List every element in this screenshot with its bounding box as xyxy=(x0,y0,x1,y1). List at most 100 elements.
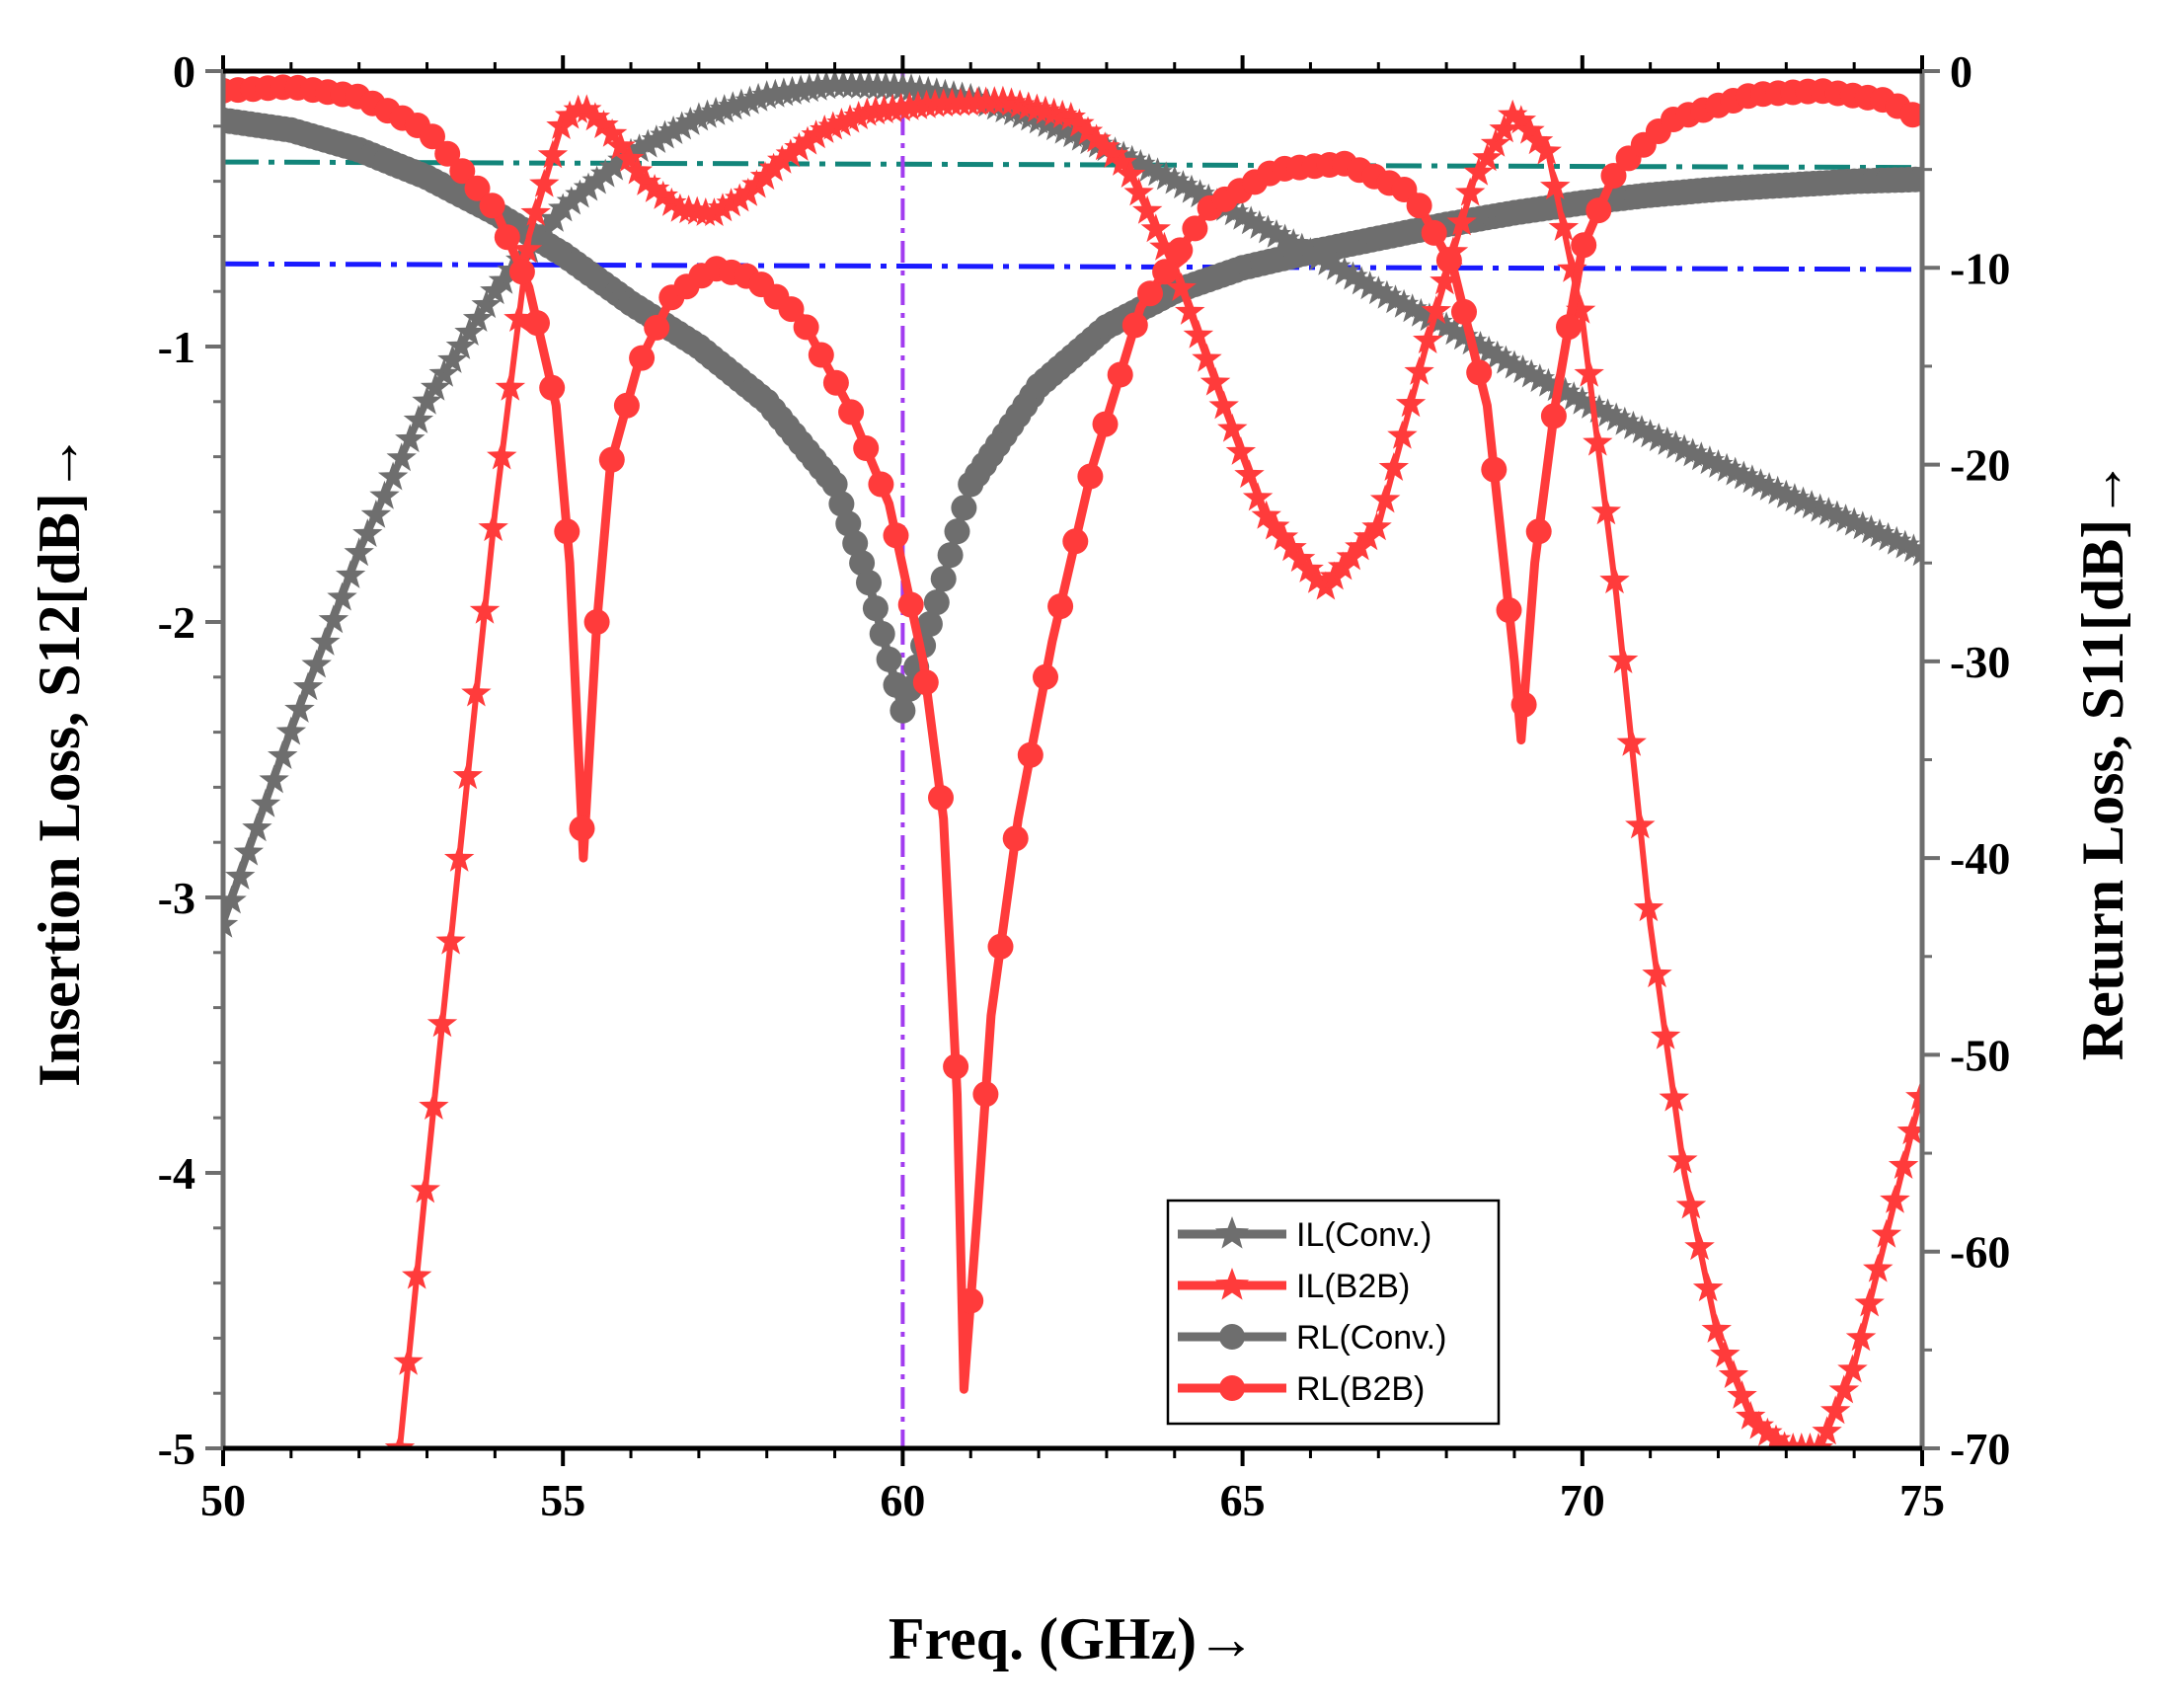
data-point xyxy=(838,399,865,426)
data-point xyxy=(581,165,612,194)
data-point xyxy=(1516,358,1547,388)
data-point xyxy=(709,94,739,122)
data-point xyxy=(1480,127,1511,157)
data-point xyxy=(464,175,491,201)
teal-reference-line xyxy=(223,159,1922,171)
data-point xyxy=(1227,200,1258,230)
data-point xyxy=(742,82,774,112)
legend-item: RL(B2B) xyxy=(1178,1370,1425,1408)
legend-circle-marker xyxy=(1219,1324,1245,1350)
data-point xyxy=(1152,259,1179,285)
data-point xyxy=(1159,165,1190,194)
data-point xyxy=(1423,306,1453,336)
data-point xyxy=(1644,423,1674,452)
data-point xyxy=(1743,1410,1774,1439)
data-point xyxy=(1661,429,1691,459)
data-point xyxy=(1880,1184,1910,1213)
data-point xyxy=(1077,463,1104,490)
data-point xyxy=(1847,510,1878,540)
data-point xyxy=(1166,272,1197,301)
data-point xyxy=(402,1260,432,1289)
x-tick-label: 65 xyxy=(1220,1475,1266,1525)
data-point xyxy=(1896,1116,1922,1145)
data-point xyxy=(944,518,970,545)
data-point xyxy=(733,177,763,206)
data-point xyxy=(1413,325,1443,353)
data-point xyxy=(598,446,625,473)
data-point xyxy=(452,760,483,790)
data-point xyxy=(480,275,510,305)
data-point xyxy=(987,933,1014,960)
data-point xyxy=(1762,475,1793,505)
data-point xyxy=(1380,284,1411,314)
data-point xyxy=(454,317,485,346)
series-line xyxy=(223,82,1922,1394)
data-point xyxy=(1906,537,1922,567)
y-right-tick-label: -20 xyxy=(1950,440,2010,491)
data-point xyxy=(327,582,357,611)
data-point xyxy=(644,314,670,341)
data-point xyxy=(826,108,857,136)
data-point xyxy=(1888,1150,1919,1179)
data-point xyxy=(808,342,834,368)
data-point xyxy=(1659,1082,1689,1112)
data-point xyxy=(1510,691,1537,718)
data-point xyxy=(876,646,902,672)
data-point xyxy=(1736,1400,1766,1430)
data-point xyxy=(1727,1380,1757,1409)
data-point xyxy=(683,102,715,131)
data-point xyxy=(1293,554,1324,582)
legend-item: IL(Conv.) xyxy=(1178,1216,1431,1254)
data-point xyxy=(726,88,757,117)
data-point xyxy=(588,110,619,138)
data-point xyxy=(1909,166,1922,193)
y-left-tick-label: -4 xyxy=(158,1148,195,1199)
data-point xyxy=(1406,297,1436,327)
data-point xyxy=(1584,394,1615,424)
data-point xyxy=(1140,213,1171,243)
data-point xyxy=(629,345,656,371)
data-point xyxy=(749,161,781,191)
data-point xyxy=(1168,170,1198,199)
data-point xyxy=(384,1433,416,1448)
data-point xyxy=(1353,521,1384,551)
data-point xyxy=(1017,741,1044,768)
y-left-tick-label: -2 xyxy=(158,597,195,648)
data-point xyxy=(1652,427,1683,455)
data-point xyxy=(1397,293,1428,323)
data-point xyxy=(1686,441,1717,471)
data-point xyxy=(1540,171,1571,200)
data-point xyxy=(1550,376,1581,406)
data-point xyxy=(572,94,602,123)
data-point xyxy=(1435,247,1462,273)
data-point xyxy=(1491,345,1521,374)
data-point xyxy=(1703,449,1734,478)
data-point xyxy=(1303,242,1335,271)
data-point xyxy=(1176,174,1207,203)
data-point xyxy=(1133,153,1165,182)
data-point xyxy=(596,117,628,147)
data-point xyxy=(1125,148,1156,178)
data-point xyxy=(1363,275,1394,305)
data-point xyxy=(1473,335,1505,364)
data-point xyxy=(1718,1359,1749,1388)
data-point xyxy=(1618,410,1649,439)
data-point xyxy=(1369,484,1401,513)
data-point xyxy=(1737,464,1768,494)
data-point xyxy=(1752,1417,1783,1446)
data-point xyxy=(1508,354,1538,383)
data-point xyxy=(699,197,730,226)
data-point xyxy=(1583,427,1613,456)
data-point xyxy=(1506,105,1537,134)
data-point xyxy=(1565,294,1596,324)
data-point xyxy=(923,589,950,616)
data-point xyxy=(1753,472,1785,501)
x-tick-label: 70 xyxy=(1560,1475,1605,1525)
data-point xyxy=(613,392,640,419)
data-point xyxy=(622,155,654,185)
data-point xyxy=(1346,266,1377,295)
data-point xyxy=(1234,459,1265,489)
data-point xyxy=(1692,1273,1724,1302)
data-point xyxy=(1711,452,1742,482)
data-point xyxy=(1863,1253,1894,1282)
